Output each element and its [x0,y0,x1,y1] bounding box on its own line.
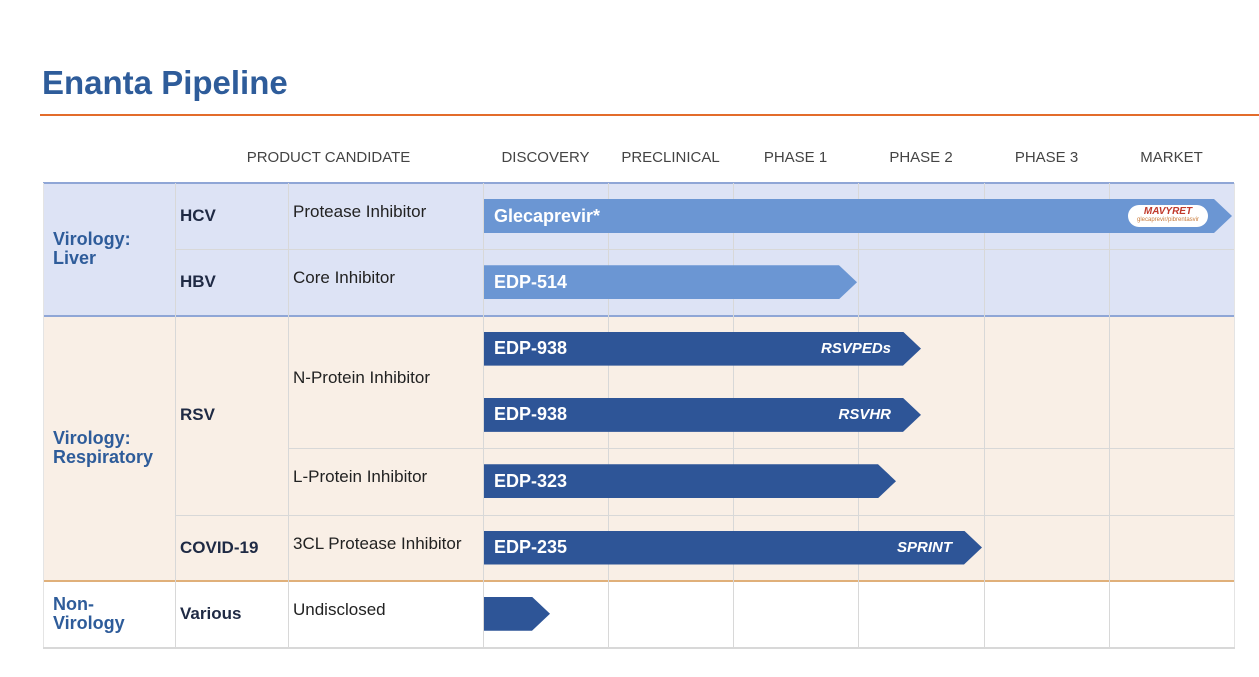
mechanism-label: N-Protein Inhibitor [293,367,431,387]
brand-sub: glecaprevir/pibrentasvir [1136,217,1200,223]
program-name: EDP-323 [494,470,568,491]
program-name: EDP-514 [494,271,568,292]
trial-tag: RSVHR [838,406,891,424]
disease-label: HBV [180,272,216,292]
group-label: Virology: Respiratory [53,428,154,468]
program-name: EDP-235 [494,537,568,557]
program-arrow: EDP-938 RSVHR [484,397,921,432]
stage-header: PRECLINICAL [621,149,720,166]
program-arrow: EDP-235 SPRINT [484,530,982,565]
mechanism-label: L-Protein Inhibitor [293,467,428,487]
brand-name: MAVYRET [1143,206,1193,217]
mechanism-label: Core Inhibitor [293,268,396,288]
stage-header: MARKET [1140,149,1203,166]
row-rule [288,448,1234,450]
group-label: Virology: Liver [53,229,131,269]
section-rule [43,182,1234,184]
trial-tag: SPRINT [896,539,952,556]
row-rule [175,249,1234,251]
stage-header: PHASE 3 [1014,149,1079,166]
mechanism-label: Protease Inhibitor [293,202,427,222]
stage-header: PHASE 1 [763,149,828,166]
row-rule [175,514,1234,516]
stage-header: PHASE 2 [889,149,953,166]
mechanism-label: Undisclosed [293,599,386,619]
column-rule [984,183,985,648]
disease-label: Various [180,603,242,623]
title-rule [40,114,1259,116]
group-label: Non-Virology [53,593,125,633]
mechanism-label: 3CL Protease Inhibitor [293,533,462,553]
page-title: Enanta Pipeline [42,64,288,101]
column-rule [483,183,484,648]
program-name: Glecaprevir* [494,205,601,226]
section-rule [43,314,1234,317]
bottom-rule [43,647,1235,650]
disease-label: RSV [180,405,215,425]
disease-label: HCV [180,206,216,226]
program-name: EDP-938 [494,338,568,359]
column-rule [175,183,176,648]
column-rule [1234,183,1235,648]
section-rule [43,579,1234,582]
brand-logo: MAVYRET glecaprevir/pibrentasvir [1128,205,1208,227]
program-arrow: EDP-323 [484,464,896,499]
trial-tag: RSVPEDs [820,340,891,358]
disease-label: COVID-19 [180,537,259,557]
section-bg [43,580,1234,648]
column-rule [1109,183,1110,648]
program-name: EDP-938 [494,404,568,425]
column-header: PRODUCT CANDIDATE [246,149,411,166]
column-rule [43,183,44,648]
stage-header: DISCOVERY [501,149,590,166]
program-arrow: Glecaprevir* MAVYRET glecaprevir/pibrentas… [484,199,1232,233]
program-arrow: EDP-938 RSVPEDs [484,331,921,366]
program-arrow: EDP-514 [484,265,857,300]
column-rule [288,183,289,648]
